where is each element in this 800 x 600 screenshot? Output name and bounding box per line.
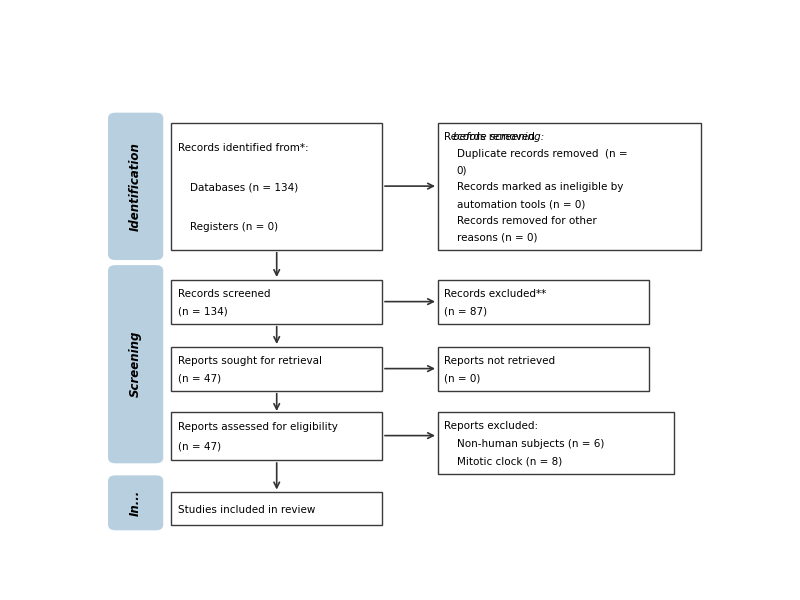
FancyBboxPatch shape bbox=[171, 123, 382, 250]
Text: Records removed for other: Records removed for other bbox=[457, 216, 596, 226]
Text: Databases (n = 134): Databases (n = 134) bbox=[190, 182, 298, 192]
Text: Duplicate records removed  (n =: Duplicate records removed (n = bbox=[457, 149, 627, 158]
Text: Records identified from*:: Records identified from*: bbox=[178, 143, 308, 153]
Text: (n = 87): (n = 87) bbox=[444, 307, 487, 316]
Text: Registers (n = 0): Registers (n = 0) bbox=[190, 221, 278, 232]
Text: (n = 0): (n = 0) bbox=[444, 373, 481, 383]
FancyBboxPatch shape bbox=[171, 493, 382, 525]
FancyBboxPatch shape bbox=[171, 280, 382, 324]
Text: Identification: Identification bbox=[129, 142, 142, 231]
Text: Records marked as ineligible by: Records marked as ineligible by bbox=[457, 182, 623, 192]
FancyBboxPatch shape bbox=[438, 412, 674, 474]
Text: (n = 134): (n = 134) bbox=[178, 307, 227, 316]
Text: Reports not retrieved: Reports not retrieved bbox=[444, 356, 555, 366]
Text: Non-human subjects (n = 6): Non-human subjects (n = 6) bbox=[457, 439, 604, 449]
Text: (n = 47): (n = 47) bbox=[178, 442, 221, 452]
FancyBboxPatch shape bbox=[171, 347, 382, 391]
FancyBboxPatch shape bbox=[438, 123, 702, 250]
Text: Records screened: Records screened bbox=[178, 289, 270, 299]
Text: Records excluded**: Records excluded** bbox=[444, 289, 546, 299]
Text: automation tools (n = 0): automation tools (n = 0) bbox=[457, 199, 585, 209]
FancyBboxPatch shape bbox=[108, 475, 163, 530]
FancyBboxPatch shape bbox=[108, 265, 163, 463]
Text: Mitotic clock (n = 8): Mitotic clock (n = 8) bbox=[457, 457, 562, 466]
FancyBboxPatch shape bbox=[438, 280, 649, 324]
FancyBboxPatch shape bbox=[171, 412, 382, 460]
Text: (n = 47): (n = 47) bbox=[178, 373, 221, 383]
Text: before screening:: before screening: bbox=[453, 132, 544, 142]
Text: 0): 0) bbox=[457, 166, 467, 175]
Text: Studies included in review: Studies included in review bbox=[178, 505, 315, 515]
Text: Screening: Screening bbox=[129, 331, 142, 397]
Text: Reports sought for retrieval: Reports sought for retrieval bbox=[178, 356, 322, 366]
Text: In...: In... bbox=[129, 490, 142, 516]
FancyBboxPatch shape bbox=[108, 113, 163, 260]
Text: reasons (n = 0): reasons (n = 0) bbox=[457, 233, 537, 243]
Text: Reports assessed for eligibility: Reports assessed for eligibility bbox=[178, 422, 338, 432]
Text: Reports excluded:: Reports excluded: bbox=[444, 421, 538, 431]
Text: Records removed: Records removed bbox=[444, 132, 538, 142]
FancyBboxPatch shape bbox=[438, 347, 649, 391]
